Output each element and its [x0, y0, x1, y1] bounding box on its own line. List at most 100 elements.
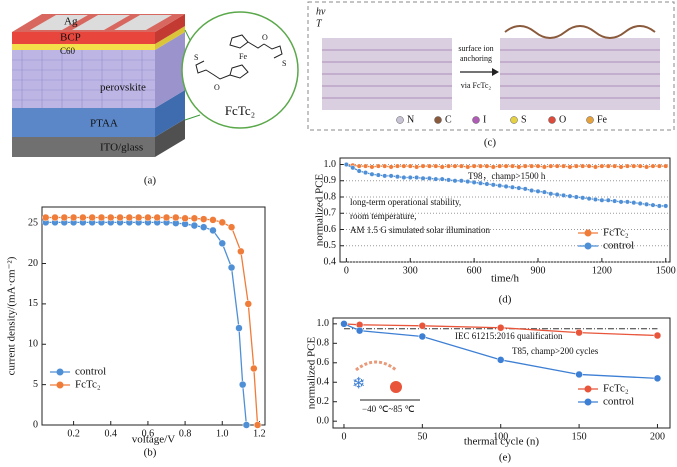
- data-point: [88, 213, 96, 222]
- data-point: [382, 163, 388, 169]
- data-point: [624, 199, 630, 205]
- x-tick-label: 200: [650, 431, 665, 442]
- data-point: [218, 239, 227, 248]
- data-point: [134, 213, 143, 222]
- annotation: AM 1.5 G simulated solar illumination: [350, 225, 490, 235]
- plot-frame: [41, 206, 266, 426]
- data-point: [575, 328, 583, 337]
- data-point: [575, 370, 583, 379]
- data-point: [362, 163, 369, 169]
- legend-label: O: [559, 114, 566, 125]
- legend-label: FcTc₂: [603, 227, 629, 239]
- y-tick-label: 5: [33, 379, 38, 390]
- atom-label: S: [282, 59, 286, 68]
- x-tick-label: 100: [493, 431, 508, 442]
- data-point: [471, 179, 477, 185]
- x-axis-label: voltage/V: [132, 434, 175, 446]
- data-point: [153, 213, 161, 222]
- temperature-label: T: [316, 18, 323, 29]
- data-point: [218, 218, 227, 227]
- data-point: [401, 174, 407, 181]
- data-point: [656, 163, 662, 169]
- y-tick-label: 10: [28, 339, 38, 350]
- data-point: [60, 213, 69, 222]
- legend-label: control: [75, 366, 106, 378]
- data-point: [490, 182, 496, 188]
- data-point: [541, 189, 547, 195]
- panel-label: (b): [144, 447, 157, 459]
- x-tick-label: 0.6: [142, 428, 155, 439]
- legend-label: Fe: [597, 114, 608, 125]
- y-tick-label: 0.9: [324, 175, 337, 186]
- data-point: [516, 164, 522, 170]
- legend-marker: [584, 242, 592, 250]
- data-point: [414, 164, 420, 170]
- series-line: [45, 216, 259, 426]
- data-point: [209, 216, 217, 224]
- data-point: [612, 163, 618, 169]
- x-tick-label: 0.4: [105, 428, 118, 439]
- data-point: [484, 163, 490, 169]
- data-point: [567, 164, 573, 170]
- thermal-icon: ❄: [352, 360, 420, 401]
- series-line: [45, 221, 248, 426]
- data-point: [644, 201, 650, 207]
- legend-label: control: [603, 240, 634, 252]
- data-point: [250, 364, 258, 373]
- atom-label: O: [262, 33, 268, 42]
- data-point: [181, 214, 189, 223]
- y-tick-label: 0.4: [317, 377, 330, 388]
- data-point: [375, 163, 381, 169]
- y-tick-label: 0.6: [317, 357, 330, 368]
- annotation-box: [343, 196, 501, 240]
- y-tick-label: 0.8: [317, 338, 330, 349]
- annotation: T98，champ>1500 h: [468, 171, 546, 181]
- atom-label: O: [214, 83, 220, 92]
- legend: N C I S O Fe: [396, 114, 608, 125]
- layer-label: Ag: [64, 16, 78, 28]
- data-point: [401, 163, 407, 169]
- x-tick-label: 600: [467, 265, 482, 276]
- legend-marker: [56, 368, 64, 376]
- data-point: [624, 163, 630, 169]
- legend-label: control: [603, 396, 634, 408]
- data-point: [199, 215, 208, 223]
- x-tick-label: 0: [341, 431, 346, 442]
- data-point: [477, 163, 484, 169]
- y-tick-label: 1.0: [317, 318, 330, 329]
- y-tick-label: 0.6: [324, 224, 337, 235]
- x-axis-label: time/h: [491, 273, 520, 285]
- data-point: [452, 163, 458, 169]
- x-tick-label: 0: [344, 265, 349, 276]
- data-point: [388, 164, 394, 170]
- data-point: [420, 175, 426, 181]
- data-point: [586, 196, 592, 202]
- x-tick-label: 900: [531, 265, 546, 276]
- data-point: [522, 186, 528, 192]
- data-point: [573, 194, 579, 200]
- data-point: [116, 213, 124, 222]
- data-point: [653, 374, 662, 383]
- data-point: [199, 223, 208, 231]
- y-tick-label: 0.0: [317, 415, 330, 426]
- device-stack: [12, 11, 299, 157]
- x-tick-label: 300: [403, 265, 418, 276]
- data-point: [407, 163, 413, 169]
- data-point: [554, 163, 560, 169]
- y-tick-label: 0.5: [324, 240, 337, 251]
- x-tick-label: 1200: [592, 265, 612, 276]
- data-point: [599, 163, 605, 169]
- panel-label: (e): [499, 452, 512, 464]
- data-point: [580, 163, 586, 169]
- annotation: IEC 61215:2016 qualification: [455, 331, 563, 341]
- legend-label: I: [483, 114, 486, 125]
- y-axis-label: normalized PCE: [306, 337, 318, 410]
- data-point: [503, 163, 509, 169]
- data-point: [605, 163, 611, 169]
- data-point: [548, 191, 554, 197]
- legend-label: FcTc₂: [603, 383, 629, 395]
- atom-label: S: [194, 53, 198, 62]
- annotation: −40 ℃~85 ℃: [362, 404, 415, 414]
- y-tick-label: 0.4: [324, 256, 337, 267]
